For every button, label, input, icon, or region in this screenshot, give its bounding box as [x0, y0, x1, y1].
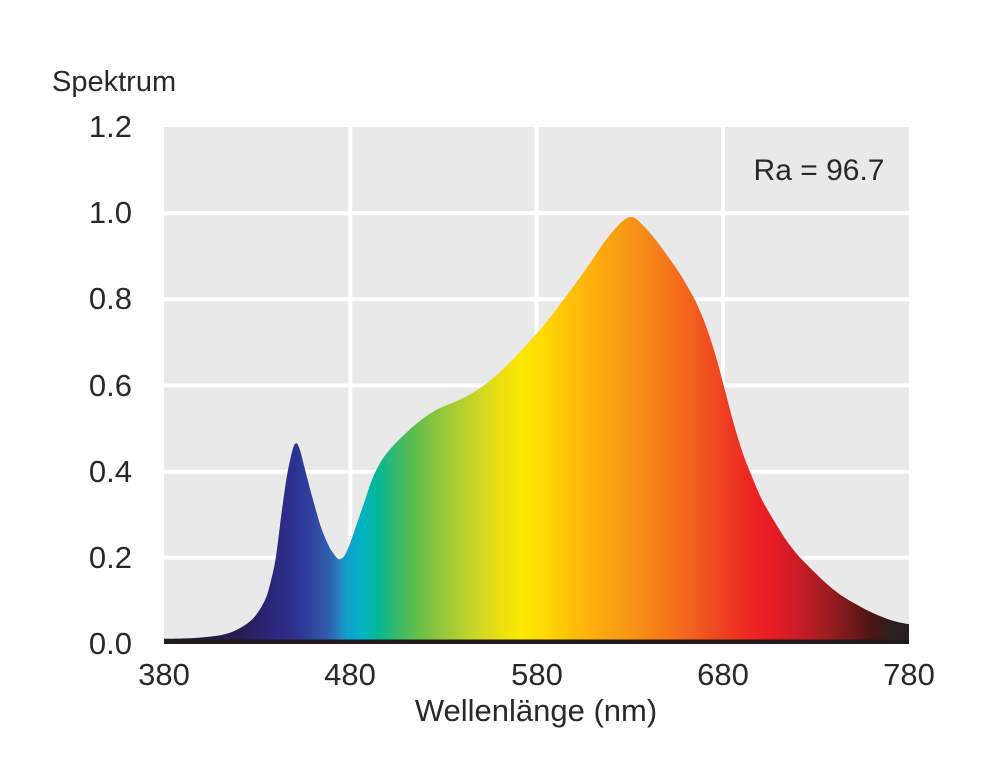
y-tick-label: 1.0 [88, 195, 132, 230]
x-axis-line [164, 639, 909, 644]
x-tick-label: 780 [883, 657, 935, 692]
x-tick-label: 680 [697, 657, 749, 692]
y-tick-label: 0.4 [88, 454, 132, 489]
y-tick-label: 0.0 [88, 626, 132, 661]
y-tick-label: 1.2 [88, 109, 132, 144]
x-tick-label: 380 [138, 657, 190, 692]
y-tick-label: 0.8 [88, 281, 132, 316]
chart-title: Spektrum [52, 66, 177, 98]
y-tick-label: 0.2 [88, 540, 132, 575]
x-tick-label: 580 [511, 657, 563, 692]
spectrum-curve-svg [164, 127, 909, 644]
x-tick-label: 480 [324, 657, 376, 692]
plot-area: Ra = 96.7 [164, 127, 909, 644]
ra-annotation: Ra = 96.7 [753, 154, 885, 187]
y-tick-label: 0.6 [88, 368, 132, 403]
x-axis-label: Wellenlänge (nm) [414, 693, 658, 728]
spectrum-area [164, 216, 909, 644]
